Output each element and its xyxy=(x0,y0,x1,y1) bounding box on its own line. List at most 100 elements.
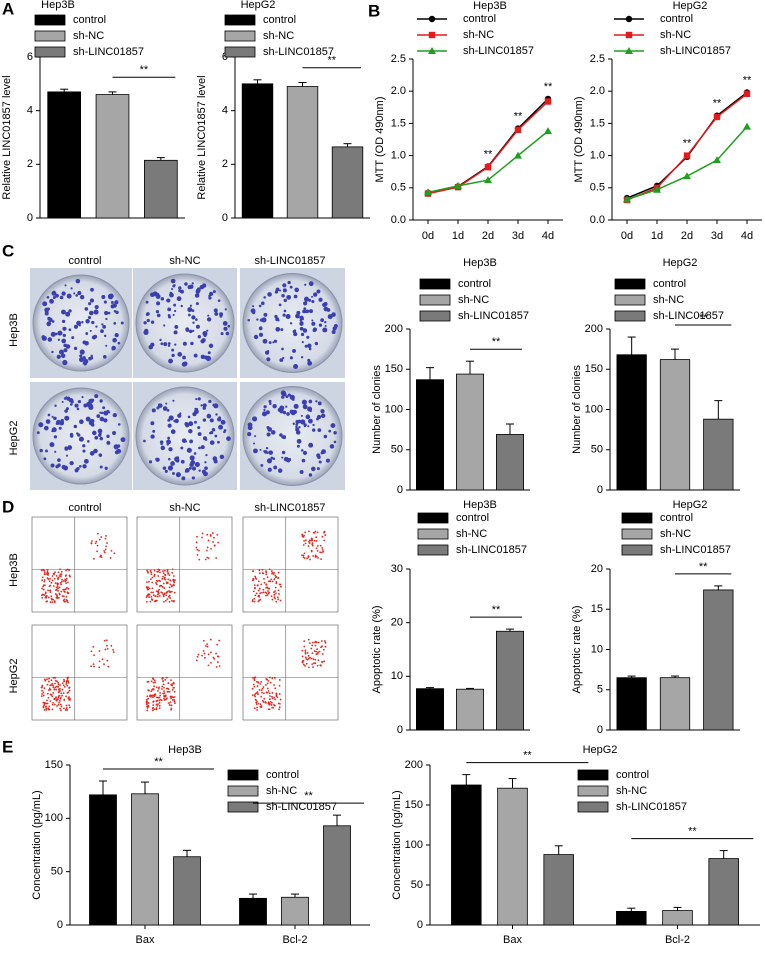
legend-swatch xyxy=(34,46,66,58)
chart-title: Hep3B xyxy=(463,499,497,511)
event-dot xyxy=(273,578,276,581)
colony-dot xyxy=(274,290,279,294)
colony-dot xyxy=(296,438,302,444)
colony-dot xyxy=(280,328,284,332)
event-dot xyxy=(147,697,150,700)
colony-dot xyxy=(85,416,91,422)
event-dot xyxy=(48,580,51,583)
colony-dot xyxy=(42,301,48,307)
event-dot xyxy=(303,552,306,555)
event-dot xyxy=(260,689,263,691)
colony-dot xyxy=(38,422,44,428)
colony-dot xyxy=(61,338,67,344)
event-dot xyxy=(314,662,317,665)
event-dot xyxy=(162,692,165,695)
event-dot xyxy=(46,692,49,695)
colony-dot xyxy=(175,472,181,478)
colony-dot xyxy=(94,435,99,440)
y-tick-label: 20 xyxy=(591,563,603,575)
colony-dot xyxy=(222,321,228,326)
event-dot xyxy=(151,581,154,584)
event-dot xyxy=(273,596,276,599)
event-dot xyxy=(57,578,59,581)
colony-dot xyxy=(113,444,119,450)
colony-dot xyxy=(273,465,278,470)
bar xyxy=(703,589,734,731)
colony-dot xyxy=(333,440,337,444)
event-dot xyxy=(64,591,66,593)
colony-dot xyxy=(167,314,171,317)
colony-dot xyxy=(299,319,303,322)
event-dot xyxy=(154,693,157,696)
colony-dot xyxy=(41,335,46,339)
bar xyxy=(662,910,693,926)
colony-dot xyxy=(61,291,66,296)
colony-dot xyxy=(102,355,107,359)
event-dot xyxy=(107,665,110,668)
event-dot xyxy=(65,599,68,601)
event-dot xyxy=(148,587,151,590)
event-dot xyxy=(165,687,168,690)
event-dot xyxy=(276,696,279,699)
y-tick-label: 10 xyxy=(391,670,403,682)
significance-label: ** xyxy=(683,138,692,150)
colony-dot xyxy=(258,332,264,337)
y-tick-label: 1.0 xyxy=(590,150,605,162)
event-dot xyxy=(261,568,264,571)
legend-swatch xyxy=(577,801,609,813)
colony-dot xyxy=(85,319,90,324)
event-dot xyxy=(50,581,53,584)
event-dot xyxy=(166,570,169,573)
event-dot xyxy=(268,692,271,695)
colony-dot xyxy=(188,329,193,334)
marker xyxy=(484,163,492,171)
event-dot xyxy=(315,555,318,558)
event-dot xyxy=(104,551,106,554)
colony-dot xyxy=(320,408,325,414)
significance-label: ** xyxy=(699,561,708,573)
event-dot xyxy=(96,550,98,553)
colony-dot xyxy=(74,403,79,408)
colony-dot xyxy=(117,423,121,426)
event-dot xyxy=(49,601,52,604)
legend-swatch xyxy=(34,30,66,42)
event-dot xyxy=(304,651,307,654)
colony-dot xyxy=(193,452,197,455)
event-dot xyxy=(59,575,62,578)
marker xyxy=(623,195,631,203)
colony-dot xyxy=(208,399,212,404)
event-dot xyxy=(156,690,159,692)
event-dot xyxy=(49,684,52,687)
event-dot xyxy=(314,644,317,647)
colony-dot xyxy=(220,332,224,336)
bar xyxy=(616,354,647,491)
event-dot xyxy=(266,687,269,690)
colony-dot xyxy=(219,454,225,460)
colony-dot xyxy=(117,341,121,345)
colony-dot xyxy=(263,312,268,317)
colony-dot xyxy=(64,446,68,450)
colony-dot xyxy=(202,418,207,422)
event-dot xyxy=(260,705,263,707)
colony-dot xyxy=(252,305,255,308)
event-dot xyxy=(274,687,277,690)
colony-dot xyxy=(143,329,149,335)
colony-dot xyxy=(202,406,206,410)
event-dot xyxy=(60,570,63,573)
colony-dot xyxy=(79,354,83,358)
event-dot xyxy=(251,599,254,601)
marker xyxy=(454,181,462,189)
colony-dot xyxy=(281,435,284,439)
event-dot xyxy=(56,583,59,586)
event-dot xyxy=(154,595,157,597)
colony-dot xyxy=(160,342,164,346)
bar xyxy=(455,688,484,731)
colony-dot xyxy=(58,349,64,355)
event-dot xyxy=(60,696,62,699)
event-dot xyxy=(315,539,318,542)
event-dot xyxy=(171,699,174,701)
event-dot xyxy=(271,692,274,694)
event-dot xyxy=(61,694,64,697)
event-dot xyxy=(151,576,154,579)
event-dot xyxy=(212,656,215,659)
